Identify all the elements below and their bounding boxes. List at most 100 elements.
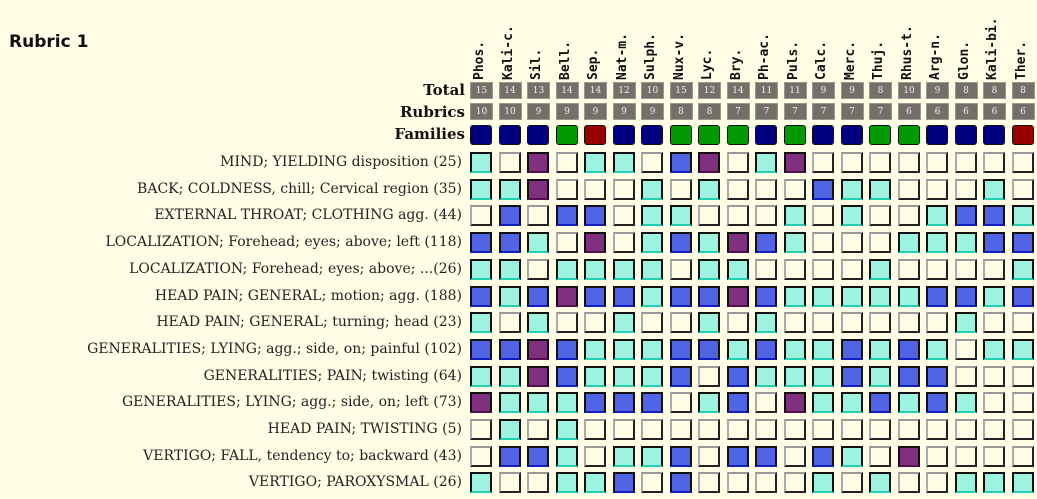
grade-cell[interactable] — [555, 338, 578, 360]
grade-cell[interactable] — [527, 445, 549, 467]
grade-cell[interactable] — [698, 419, 720, 440]
grade-cell[interactable] — [470, 205, 492, 227]
grade-cell[interactable] — [869, 205, 891, 227]
grade-cell[interactable] — [669, 472, 692, 494]
grade-cell[interactable] — [584, 258, 606, 280]
grade-cell[interactable] — [527, 285, 549, 307]
rubric-label[interactable]: GENERALITIES; PAIN; twisting (64) — [203, 367, 462, 384]
grade-cell[interactable] — [641, 338, 663, 360]
grade-cell[interactable] — [612, 232, 635, 254]
grade-cell[interactable] — [612, 258, 635, 280]
grade-cell[interactable] — [840, 152, 863, 173]
grade-cell[interactable] — [555, 365, 578, 387]
grade-cell[interactable] — [641, 152, 663, 173]
grade-cell[interactable] — [783, 472, 806, 494]
grade-cell[interactable] — [527, 152, 549, 173]
grade-cell[interactable] — [812, 205, 834, 227]
rubric-label[interactable]: HEAD PAIN; GENERAL; motion; agg. (188) — [154, 287, 462, 304]
grade-cell[interactable] — [612, 338, 635, 360]
grade-cell[interactable] — [1011, 232, 1034, 254]
grade-cell[interactable] — [1011, 285, 1034, 307]
grade-cell[interactable] — [470, 152, 492, 173]
grade-cell[interactable] — [812, 258, 834, 280]
grade-cell[interactable] — [498, 205, 521, 227]
grade-cell[interactable] — [869, 285, 891, 307]
grade-cell[interactable] — [555, 419, 578, 440]
grade-cell[interactable] — [755, 285, 777, 307]
grade-cell[interactable] — [641, 258, 663, 280]
grade-cell[interactable] — [498, 365, 521, 387]
grade-cell[interactable] — [698, 258, 720, 280]
grade-cell[interactable] — [812, 419, 834, 440]
grade-cell[interactable] — [755, 392, 777, 414]
grade-cell[interactable] — [641, 312, 663, 334]
grade-cell[interactable] — [669, 152, 692, 173]
grade-cell[interactable] — [584, 365, 606, 387]
remedy-header[interactable]: Bry. — [725, 4, 751, 80]
grade-cell[interactable] — [1011, 445, 1034, 467]
rubric-label[interactable]: VERTIGO; FALL, tendency to; backward (43… — [143, 447, 462, 464]
grade-cell[interactable] — [812, 472, 834, 494]
rubric-label[interactable]: LOCALIZATION; Forehead; eyes; above; ...… — [129, 260, 462, 277]
grade-cell[interactable] — [641, 178, 663, 200]
grade-cell[interactable] — [954, 205, 977, 227]
grade-cell[interactable] — [527, 338, 549, 360]
grade-cell[interactable] — [470, 285, 492, 307]
grade-cell[interactable] — [869, 152, 891, 173]
grade-cell[interactable] — [869, 445, 891, 467]
grade-cell[interactable] — [498, 258, 521, 280]
grade-cell[interactable] — [783, 392, 806, 414]
grade-cell[interactable] — [669, 285, 692, 307]
grade-cell[interactable] — [983, 365, 1005, 387]
grade-cell[interactable] — [897, 419, 920, 440]
grade-cell[interactable] — [812, 178, 834, 200]
grade-cell[interactable] — [983, 152, 1005, 173]
grade-cell[interactable] — [840, 285, 863, 307]
remedy-header[interactable]: Kali-c. — [497, 4, 523, 80]
grade-cell[interactable] — [612, 445, 635, 467]
grade-cell[interactable] — [1011, 472, 1034, 494]
remedy-header[interactable]: Kali-bi. — [981, 4, 1007, 80]
grade-cell[interactable] — [954, 152, 977, 173]
grade-cell[interactable] — [983, 338, 1005, 360]
grade-cell[interactable] — [726, 445, 749, 467]
grade-cell[interactable] — [783, 419, 806, 440]
grade-cell[interactable] — [1011, 152, 1034, 173]
remedy-header[interactable]: Thuj. — [867, 4, 893, 80]
rubric-label[interactable]: HEAD PAIN; GENERAL; turning; head (23) — [156, 314, 462, 331]
grade-cell[interactable] — [954, 419, 977, 440]
grade-cell[interactable] — [584, 205, 606, 227]
grade-cell[interactable] — [755, 205, 777, 227]
grade-cell[interactable] — [869, 338, 891, 360]
grade-cell[interactable] — [812, 338, 834, 360]
remedy-header[interactable]: Rhus-t. — [896, 4, 922, 80]
grade-cell[interactable] — [498, 445, 521, 467]
grade-cell[interactable] — [954, 472, 977, 494]
grade-cell[interactable] — [555, 392, 578, 414]
grade-cell[interactable] — [983, 312, 1005, 334]
grade-cell[interactable] — [726, 205, 749, 227]
grade-cell[interactable] — [726, 312, 749, 334]
grade-cell[interactable] — [612, 205, 635, 227]
grade-cell[interactable] — [669, 232, 692, 254]
grade-cell[interactable] — [954, 178, 977, 200]
grade-cell[interactable] — [954, 285, 977, 307]
grade-cell[interactable] — [897, 152, 920, 173]
rubric-label[interactable]: EXTERNAL THROAT; CLOTHING agg. (44) — [154, 207, 462, 224]
grade-cell[interactable] — [1011, 419, 1034, 440]
grade-cell[interactable] — [470, 392, 492, 414]
grade-cell[interactable] — [983, 232, 1005, 254]
grade-cell[interactable] — [498, 419, 521, 440]
grade-cell[interactable] — [641, 365, 663, 387]
grade-cell[interactable] — [612, 419, 635, 440]
grade-cell[interactable] — [869, 232, 891, 254]
grade-cell[interactable] — [698, 312, 720, 334]
remedy-header[interactable]: Merc. — [839, 4, 865, 80]
grade-cell[interactable] — [897, 232, 920, 254]
grade-cell[interactable] — [612, 365, 635, 387]
grade-cell[interactable] — [612, 472, 635, 494]
grade-cell[interactable] — [926, 285, 948, 307]
grade-cell[interactable] — [812, 232, 834, 254]
grade-cell[interactable] — [983, 285, 1005, 307]
grade-cell[interactable] — [926, 392, 948, 414]
